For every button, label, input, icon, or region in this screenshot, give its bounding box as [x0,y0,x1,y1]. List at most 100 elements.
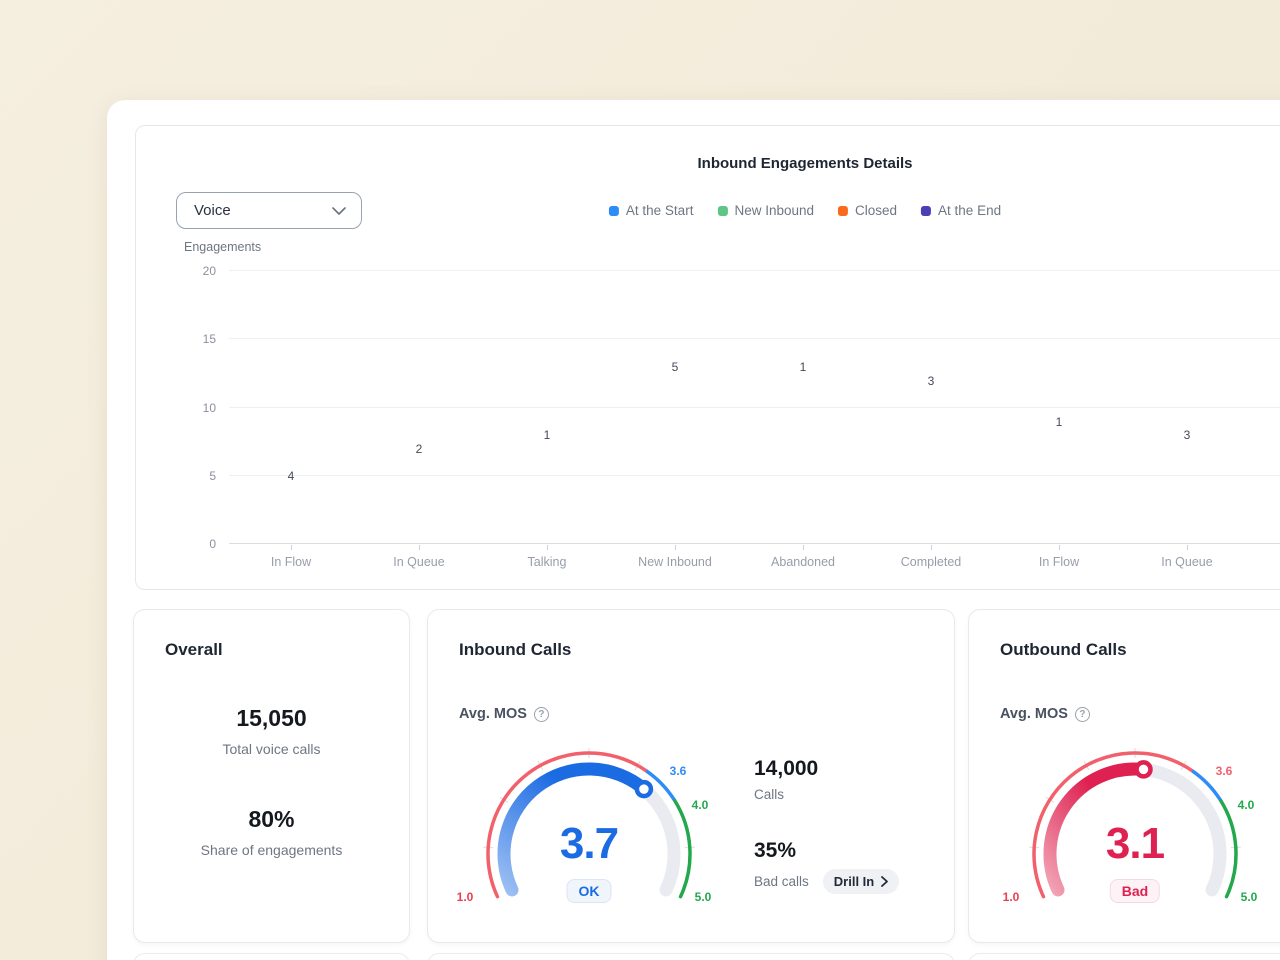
gauge-scale-label: 4.0 [1238,798,1255,812]
chevron-down-icon [332,206,346,215]
gridline [229,543,1280,544]
channel-dropdown-value: Voice [194,202,231,219]
legend-label: At the End [938,203,1002,218]
y-axis-tick-label: 5 [209,468,216,483]
chevron-right-icon [881,876,889,887]
x-axis-label: New Inbound [638,555,712,569]
x-axis-tick [291,545,292,550]
gauge-scale-label: 1.0 [1003,890,1020,904]
x-axis-tick [547,545,548,550]
gauge-marker [1134,760,1153,779]
x-axis-tick [1187,545,1188,550]
bar-value-label: 1 [543,428,551,443]
gauge-marker [634,779,654,799]
bar-value-label: 5 [671,360,679,375]
bar-value-label: 1 [799,360,807,375]
gauge-scale-label: 5.0 [1241,890,1257,904]
legend-item-new-inbound[interactable]: New Inbound [717,203,814,218]
x-axis-tick [803,545,804,550]
x-axis-label: Completed [900,555,962,569]
inbound-avg-mos-row: Avg. MOS ? [459,706,549,722]
bar-value-label: 1 [1055,414,1063,429]
x-axis-label: Abandoned [771,555,835,569]
dashboard-panel: Inbound Engagements Details Voice At the… [107,100,1280,960]
bar-value-label: 2 [415,442,423,457]
outbound-avg-mos-label: Avg. MOS [1000,706,1068,722]
inbound-calls-stat: 14,000 Calls [754,757,818,802]
y-axis-tick-label: 10 [202,400,216,415]
legend-swatch [838,205,849,216]
bar-plot: 0 5 10 15 20 4 In Flow 2 In Queue 1 Talking 5 New In… [203,264,1280,569]
gauge-scale-label: 5.0 [695,890,711,904]
total-voice-calls-label: Total voice calls [222,741,321,757]
gauge-scale-label: 3.6 [670,764,687,778]
outbound-mos-value: 3.1 [1105,819,1165,868]
total-voice-calls-value: 15,050 [236,705,307,731]
bar-value-label: 3 [927,373,935,388]
drill-in-label: Drill In [833,874,875,889]
inbound-calls-title: Inbound Calls [459,640,572,659]
next-row-card-sliver [968,953,1280,960]
overall-card-title: Overall [165,640,223,659]
bar-value-label: 3 [1183,428,1191,443]
gauge-scale-label: 4.0 [692,798,709,812]
gauge-scale-label: 1.0 [457,890,474,904]
x-axis-label: Talking [527,555,567,569]
x-axis-tick [931,545,932,550]
y-axis-title: Engagements [184,240,262,254]
inbound-engagements-card: Inbound Engagements Details Voice At the… [135,125,1280,590]
inbound-bad-calls-value: 35% [754,839,797,862]
drill-in-button[interactable]: Drill In [822,869,900,894]
gauge-scale-label: 3.6 [1216,764,1233,778]
legend-item-at-the-start[interactable]: At the Start [608,203,694,218]
inbound-bad-calls-label: Bad calls [754,874,809,889]
legend-label: New Inbound [734,203,815,218]
gauge-svg: 1.0 3.6 4.0 5.0 [457,748,712,904]
overall-card: Overall 15,050 Total voice calls 80% Sha… [133,609,410,943]
inbound-mos-status-badge: OK [566,879,612,903]
inbound-calls-card: Inbound Calls Avg. MOS ? 1.0 3.6 4.0 5.0 3.… [427,609,955,943]
outbound-mos-gauge: 1.0 3.6 4.0 5.0 3.1 Bad [997,743,1258,917]
legend-label: Closed [855,203,898,218]
x-axis-label: In Flow [1038,555,1080,569]
gridline [229,406,1280,408]
share-of-engagements-stat: 80% Share of engagements [134,806,409,858]
chart-legend: At the Start New Inbound Closed At the End [608,203,1001,218]
legend-item-closed[interactable]: Closed [838,203,897,218]
bar-value-label: 4 [287,469,295,484]
y-axis-tick-label: 20 [202,264,216,278]
total-voice-calls-stat: 15,050 Total voice calls [134,705,409,757]
gridline [229,338,1280,340]
y-axis-tick-label: 0 [209,537,216,551]
gauge-svg: 1.0 3.6 4.0 5.0 [1003,748,1258,904]
x-axis-tick [419,545,420,550]
legend-item-at-the-end[interactable]: At the End [921,203,1001,218]
x-axis-tick [1059,545,1060,550]
x-axis-label: In Queue [1161,555,1213,569]
help-icon[interactable]: ? [533,706,549,722]
inbound-mos-value: 3.7 [559,819,619,868]
legend-label: At the Start [625,203,694,218]
outbound-mos-status-badge: Bad [1109,879,1161,903]
inbound-calls-label: Calls [754,787,785,802]
next-row-card-sliver [427,953,955,960]
legend-swatch [921,205,932,216]
outbound-calls-card: Outbound Calls Avg. MOS ? 1.0 3.6 4.0 5.0 3… [968,609,1280,943]
y-axis-tick-label: 15 [202,332,216,347]
next-row-card-sliver [133,953,410,960]
help-icon[interactable]: ? [1074,706,1090,722]
inbound-calls-value: 14,000 [754,757,819,780]
legend-swatch [608,205,619,216]
gridline [229,474,1280,476]
x-axis-tick [675,545,676,550]
x-axis-label: In Queue [393,555,445,569]
inbound-mos-gauge: 1.0 3.6 4.0 5.0 3.7 OK [451,743,712,917]
x-axis-label: In Flow [270,555,312,569]
inbound-bad-calls-stat: 35% Bad calls Drill In [754,839,900,894]
gridline [229,270,1280,271]
share-of-engagements-label: Share of engagements [200,842,343,858]
chart-title: Inbound Engagements Details [697,155,913,172]
share-of-engagements-value: 80% [248,806,295,832]
channel-dropdown[interactable]: Voice [176,192,362,229]
